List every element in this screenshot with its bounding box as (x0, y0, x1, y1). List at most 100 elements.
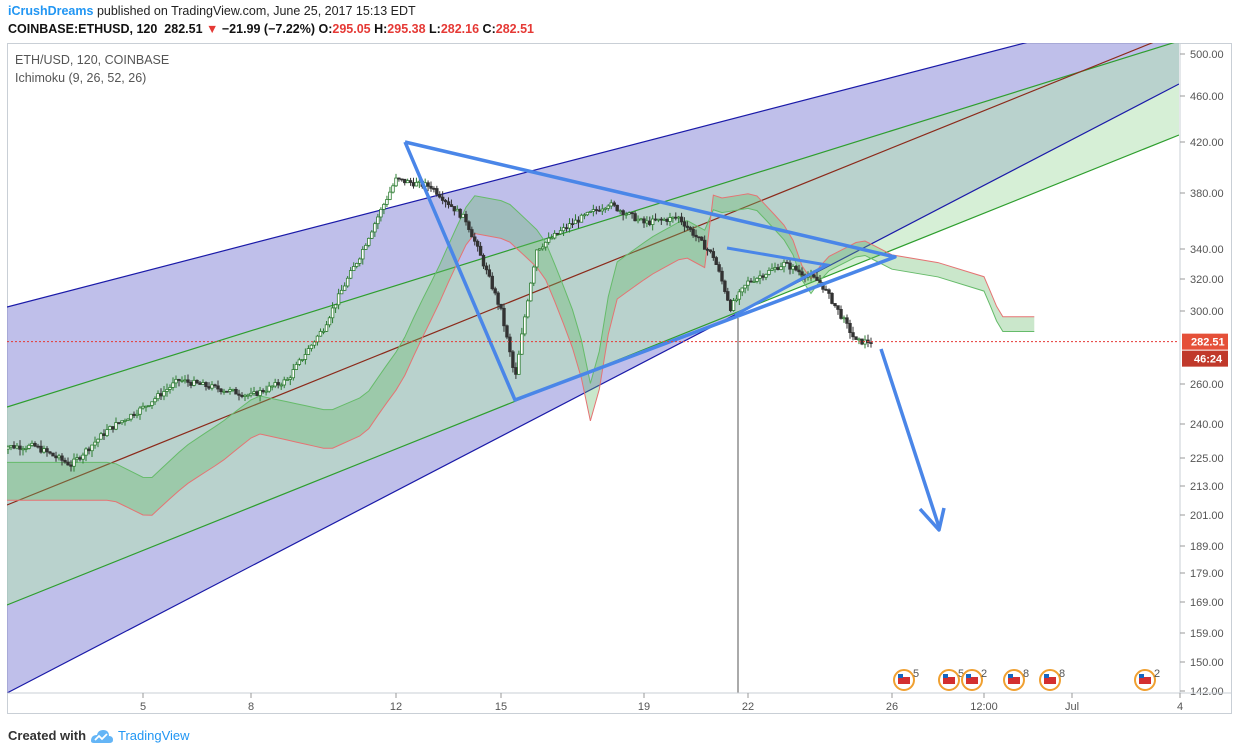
candle-body (532, 266, 536, 284)
author-link[interactable]: iCrushDreams (8, 4, 94, 18)
candle-body (549, 237, 554, 240)
chart-header: iCrushDreams published on TradingView.co… (0, 0, 1236, 40)
candle-body (702, 239, 707, 250)
time-axis-label: 12:00 (970, 701, 998, 713)
candle-body (734, 298, 739, 302)
candle-body (267, 385, 271, 392)
candle-body (499, 303, 503, 309)
candle-body (827, 289, 831, 294)
candle-body (443, 200, 448, 203)
candle-body (279, 384, 283, 387)
candle-body (303, 354, 308, 360)
candle-body (484, 265, 489, 271)
candle-body (720, 270, 724, 282)
time-axis[interactable]: 5 8 12 15 19 22 26 12:00 Jul 4 (7, 692, 1232, 713)
price-chart[interactable]: ETH/USD, 120, COINBASE Ichimoku (9, 26, … (7, 43, 1232, 714)
tradingview-logo-icon[interactable] (88, 726, 114, 751)
candle-body (582, 214, 587, 217)
price-axis[interactable]: 500.00 460.00 420.00 380.00 340.00 320.00 300.… (1179, 43, 1224, 698)
candle-body (455, 208, 459, 212)
candle-body (676, 216, 681, 219)
candle-body (339, 289, 344, 295)
candle-body (48, 451, 52, 454)
candle-body (57, 455, 61, 459)
candle-body (90, 444, 94, 452)
candle-body (66, 461, 70, 466)
candle-body (102, 433, 106, 437)
candle-body (162, 391, 166, 397)
candle-body (408, 180, 413, 183)
candle-body (405, 180, 410, 184)
candle-body (615, 204, 619, 212)
candle-body (860, 338, 864, 345)
candle-body (761, 275, 765, 278)
candle-body (42, 448, 46, 453)
candle-body (367, 237, 371, 246)
candle-body (81, 454, 85, 460)
candle-body (60, 455, 64, 461)
plot-area[interactable] (7, 43, 1179, 693)
candle-body (585, 211, 590, 216)
candle-body (403, 178, 407, 184)
user-drawings[interactable] (403, 140, 946, 693)
candle-body (588, 211, 593, 213)
event-count: 2 (981, 668, 987, 680)
time-axis-label: 15 (495, 701, 507, 713)
event-flag-canton (966, 674, 971, 678)
candle-body (195, 379, 199, 384)
candle-body (674, 216, 678, 219)
tradingview-brand[interactable]: TradingView (118, 728, 190, 743)
ohlc-line: COINBASE:ETHUSD, 120 282.51 ▼ −21.99 (−7… (8, 22, 534, 36)
candle-body (126, 418, 130, 421)
candle-body (252, 391, 256, 394)
candle-body (96, 438, 100, 443)
time-axis-label: 12 (390, 701, 402, 713)
price-axis-label: 380.00 (1190, 188, 1224, 200)
price-axis-label: 150.00 (1190, 657, 1224, 669)
candle-body (481, 254, 486, 267)
candle-body (129, 413, 133, 420)
candle-body (552, 232, 557, 239)
candle-body (150, 401, 154, 406)
candle-body (452, 206, 457, 212)
candle-body (600, 208, 604, 212)
regression-channel (7, 43, 1179, 693)
event-flag-canton (1044, 674, 1049, 678)
event-count: 8 (1023, 668, 1029, 680)
candle-body (147, 405, 151, 407)
candle-body (848, 322, 852, 333)
publish-line: iCrushDreams published on TradingView.co… (8, 4, 416, 18)
event-flag-stripe (1008, 677, 1020, 684)
event-badges[interactable]: 5 5 2 8 8 2 (893, 668, 1160, 691)
candle-body (679, 216, 684, 223)
candle-body (237, 393, 241, 396)
candle-body (496, 292, 500, 305)
price-axis-label: 420.00 (1190, 137, 1224, 149)
countdown-tag-bg (1182, 350, 1228, 367)
candle-body (243, 394, 247, 397)
candle-body (458, 208, 462, 218)
candle-body (39, 445, 43, 453)
candle-body (836, 305, 840, 310)
candle-body (414, 181, 419, 187)
price-axis-label: 179.00 (1190, 568, 1224, 580)
candle-body (812, 274, 816, 278)
channel-upper-inner-line (7, 43, 1175, 408)
candle-body (255, 391, 259, 396)
candle-body (648, 220, 652, 225)
candle-body (636, 218, 640, 222)
candle-body (854, 336, 858, 340)
candle-body (475, 240, 480, 247)
candle-body (606, 205, 610, 209)
candle-body (228, 389, 232, 392)
cloud-fill (7, 193, 1035, 516)
candle-body (543, 241, 548, 248)
candle-body (526, 300, 530, 318)
candle-body (51, 452, 55, 457)
change-text: −21.99 (−7.22%) (221, 22, 315, 36)
candle-body (541, 246, 545, 250)
candle-body (490, 275, 494, 290)
candle-body (432, 187, 436, 190)
forecast-arrow-line (879, 348, 941, 528)
candle-body (502, 307, 506, 327)
